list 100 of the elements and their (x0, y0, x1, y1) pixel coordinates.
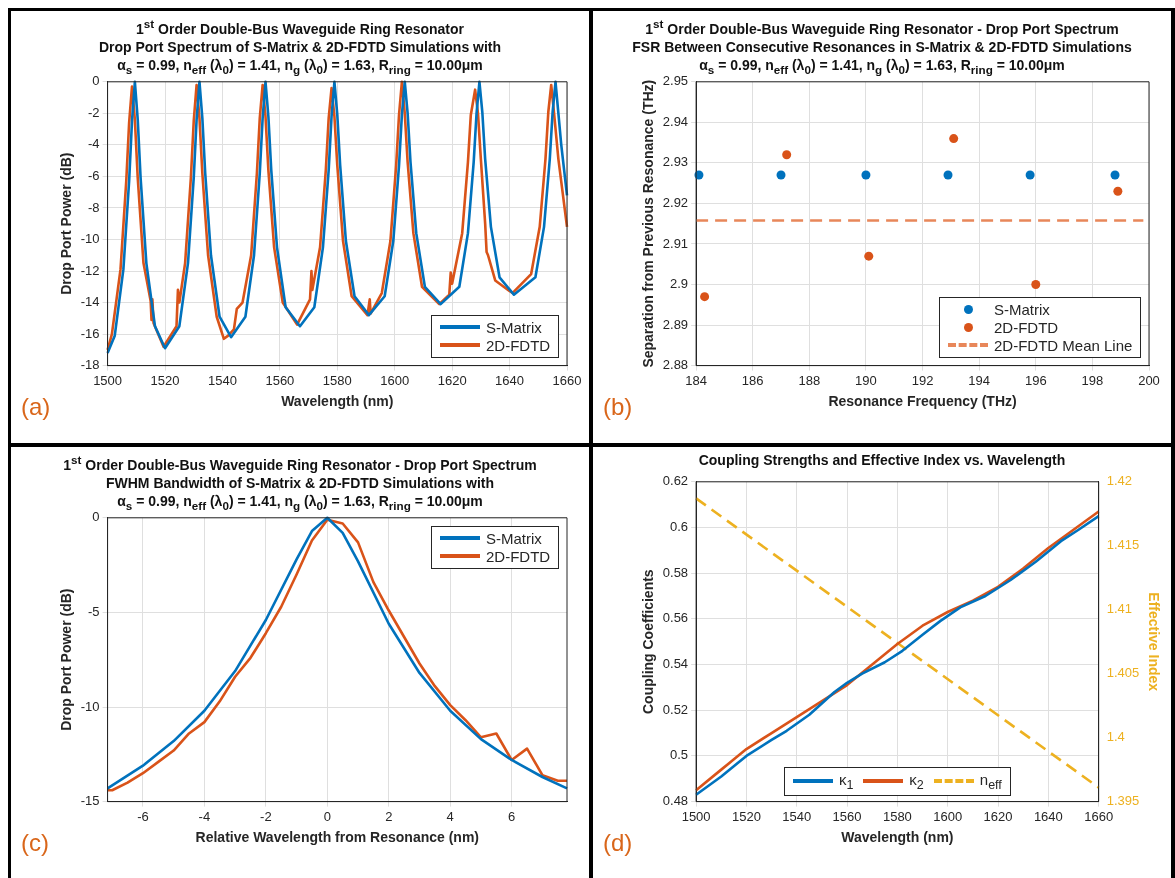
y2-tick-label: 1.41 (1106, 601, 1132, 617)
x-tick-label: 196 (1024, 372, 1047, 388)
legend-label: 2D-FDTD Mean Line (994, 336, 1133, 354)
y2-tick-label: 1.405 (1106, 665, 1140, 681)
x-tick-label: 1640 (495, 372, 525, 388)
y-axis-title: Drop Port Power (dB) (58, 588, 75, 731)
y-axis-title: Coupling Coefficients (640, 569, 657, 715)
legend-label: 2D-FDTD (994, 318, 1059, 336)
x-tick-label: 1660 (552, 372, 582, 388)
y-tick-label: 0.5 (670, 747, 689, 763)
x-axis-title: Wavelength (nm) (281, 393, 394, 410)
y-tick-label: -10 (80, 231, 100, 247)
y-tick-label: -5 (88, 603, 100, 619)
x-tick-label: 4 (446, 808, 454, 824)
x-tick-label: 0 (323, 808, 331, 824)
x-tick-label: -4 (198, 808, 211, 824)
point (782, 150, 792, 160)
x-tick-label: 1500 (93, 372, 123, 388)
x-tick-label: 1560 (265, 372, 295, 388)
point (864, 251, 874, 261)
y-tick-label: 2.92 (662, 195, 689, 211)
x-tick-label: -6 (137, 808, 149, 824)
y-tick-label: -14 (80, 294, 100, 310)
y-tick-label: 2.89 (662, 316, 689, 332)
x-tick-label: 1580 (882, 808, 912, 824)
legend-label: S-Matrix (486, 318, 542, 336)
y-axis-title: Separation from Previous Resonance (THz) (640, 79, 657, 368)
y-tick-label: 0.48 (662, 793, 689, 809)
y-tick-label: -16 (80, 325, 100, 341)
x-tick-label: 1540 (207, 372, 237, 388)
x-tick-label: 194 (968, 372, 991, 388)
point (943, 170, 953, 180)
y-tick-label: 2.9 (670, 276, 689, 292)
text: (c) (21, 829, 49, 857)
y-tick-label: 0.52 (662, 701, 689, 717)
point (1113, 186, 1123, 196)
x-tick-label: -2 (260, 808, 272, 824)
legend-label: S-Matrix (994, 300, 1050, 318)
legend-label: 2D-FDTD (486, 336, 551, 354)
x-axis-title: Resonance Frequency (THz) (828, 393, 1017, 410)
text: (b) (603, 393, 633, 421)
y-tick-label: 2.88 (662, 357, 689, 373)
y-tick-label: -15 (80, 793, 100, 809)
x-axis-title: Relative Wavelength from Resonance (nm) (195, 829, 480, 846)
x-tick-label: 6 (508, 808, 516, 824)
x-tick-label: 1640 (1033, 808, 1063, 824)
x-tick-label: 200 (1138, 372, 1160, 388)
y-tick-label: -2 (88, 104, 100, 120)
legend-label: κ$_{2}$ (909, 770, 924, 792)
legend-label: S-Matrix (486, 529, 542, 547)
point (949, 134, 959, 144)
y-tick-label: 2.94 (662, 113, 689, 129)
x-axis-title: Wavelength (nm) (841, 829, 954, 846)
x-tick-label: 198 (1081, 372, 1104, 388)
y2-axis-title: Effective Index (1145, 592, 1162, 692)
chart-title: Coupling Strengths and Effective Index vs. Wavelength (697, 451, 1067, 469)
text: α$_{s}$ = 0.99, n$_{eff}$ (λ$_{0}$) = 1.41, n$_{g}$ (λ$_{0}$) = 1.63, R$_{ring}$ = 10.00μm (699, 56, 1065, 76)
y-tick-label: 0.6 (670, 519, 689, 535)
x-tick-label: 184 (685, 372, 707, 388)
point (1031, 280, 1041, 290)
point (1110, 170, 1120, 180)
text: α$_{s}$ = 0.99, n$_{eff}$ (λ$_{0}$) = 1.41, n$_{g}$ (λ$_{0}$) = 1.63, R$_{ring}$ = 10.00μm (117, 56, 483, 76)
y-tick-label: -12 (80, 262, 100, 278)
y-tick-label: 2.95 (662, 73, 689, 89)
x-tick-label: 1620 (983, 808, 1013, 824)
y2-tick-label: 1.415 (1106, 537, 1140, 553)
y-tick-label: 0.56 (662, 610, 689, 626)
y-tick-label: -6 (88, 167, 100, 183)
point (861, 170, 871, 180)
y2-tick-label: 1.4 (1106, 729, 1125, 745)
x-tick-label: 2 (385, 808, 393, 824)
x-tick-label: 1540 (782, 808, 812, 824)
y-axis-title: Drop Port Power (dB) (58, 152, 75, 295)
point (700, 292, 710, 302)
y-tick-label: 0.54 (662, 656, 689, 672)
y-tick-label: 0 (92, 73, 100, 89)
x-tick-label: 188 (798, 372, 821, 388)
x-tick-label: 1600 (933, 808, 963, 824)
x-tick-label: 1580 (322, 372, 352, 388)
x-tick-label: 1520 (150, 372, 180, 388)
x-tick-label: 1500 (681, 808, 711, 824)
point (776, 170, 786, 180)
y-tick-label: 0 (92, 509, 100, 525)
y-tick-label: -18 (80, 357, 100, 373)
x-tick-label: 1660 (1084, 808, 1114, 824)
y-tick-label: -4 (88, 136, 100, 152)
x-tick-label: 1600 (380, 372, 410, 388)
text: (a) (21, 393, 51, 421)
x-tick-label: 1560 (832, 808, 862, 824)
y-tick-label: 2.91 (662, 235, 689, 251)
y-tick-label: -8 (88, 199, 100, 215)
y-tick-label: 0.58 (662, 564, 689, 580)
x-tick-label: 1620 (437, 372, 467, 388)
x-tick-label: 1520 (731, 808, 761, 824)
y2-tick-label: 1.42 (1106, 473, 1132, 489)
x-tick-label: 192 (911, 372, 934, 388)
y-tick-label: 2.93 (662, 154, 689, 170)
legend-label: κ$_{1}$ (838, 770, 854, 792)
text: α$_{s}$ = 0.99, n$_{eff}$ (λ$_{0}$) = 1.41, n$_{g}$ (λ$_{0}$) = 1.63, R$_{ring}$ = 10.00μm (117, 492, 483, 512)
point (1025, 170, 1035, 180)
